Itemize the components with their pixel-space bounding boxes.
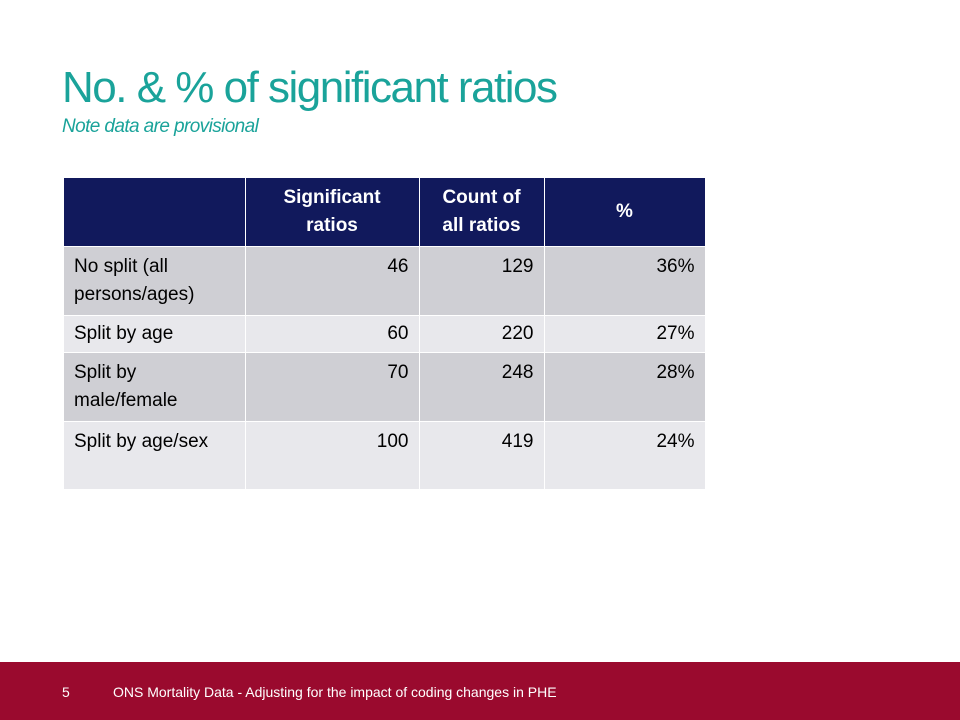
count-value: 129: [419, 246, 545, 316]
row-label: Split by age/sex: [64, 421, 246, 490]
percent-value: 27%: [544, 315, 706, 353]
slide-subtitle: Note data are provisional: [62, 116, 259, 137]
table-row: Split by age/sex 100 419 24%: [64, 421, 706, 490]
count-value: 248: [419, 352, 545, 422]
row-label: Split by male/female: [64, 352, 246, 422]
table-header-row: Significant ratios Count of all ratios %: [64, 178, 706, 247]
table-row: Split by age 60 220 27%: [64, 315, 706, 353]
row-label: Split by age: [64, 315, 246, 353]
significant-value: 60: [245, 315, 420, 353]
slide-title: No. & % of significant ratios: [62, 63, 558, 112]
title-block: No. & % of significant ratios Note data …: [62, 62, 922, 138]
footer-bar: 5 ONS Mortality Data - Adjusting for the…: [0, 662, 960, 720]
ratios-table: Significant ratios Count of all ratios %…: [64, 178, 706, 490]
significant-value: 46: [245, 246, 420, 316]
count-value: 220: [419, 315, 545, 353]
significant-value: 70: [245, 352, 420, 422]
header-significant-ratios: Significant ratios: [245, 178, 420, 247]
footer-text: ONS Mortality Data - Adjusting for the i…: [113, 684, 557, 700]
count-value: 419: [419, 421, 545, 490]
header-count-of-all-ratios: Count of all ratios: [419, 178, 545, 247]
row-label: No split (all persons/ages): [64, 246, 246, 316]
header-percent: %: [544, 178, 706, 247]
percent-value: 28%: [544, 352, 706, 422]
page-number: 5: [62, 684, 70, 700]
significant-value: 100: [245, 421, 420, 490]
percent-value: 36%: [544, 246, 706, 316]
percent-value: 24%: [544, 421, 706, 490]
table-row: Split by male/female 70 248 28%: [64, 352, 706, 422]
table-row: No split (all persons/ages) 46 129 36%: [64, 246, 706, 316]
header-empty: [64, 178, 246, 247]
